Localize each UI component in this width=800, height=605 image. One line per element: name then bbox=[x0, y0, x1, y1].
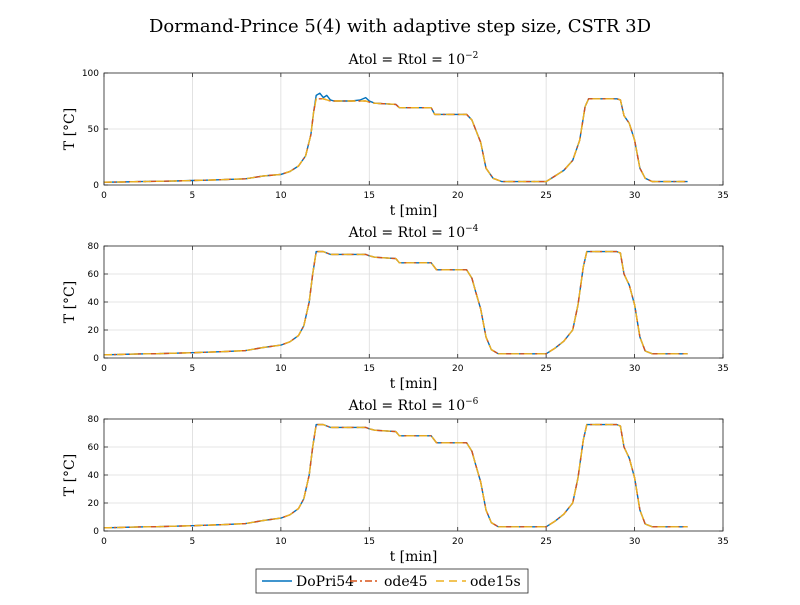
x-tick-label: 10 bbox=[275, 537, 287, 547]
y-tick-label: 50 bbox=[88, 125, 100, 135]
x-tick-label: 30 bbox=[629, 364, 641, 374]
y-tick-label: 60 bbox=[88, 443, 100, 453]
y-tick-label: 100 bbox=[82, 69, 99, 79]
x-tick-label: 15 bbox=[364, 191, 375, 201]
x-tick-label: 0 bbox=[101, 364, 107, 374]
x-tick-label: 15 bbox=[364, 364, 375, 374]
axes-box bbox=[103, 418, 724, 532]
x-tick-label: 35 bbox=[717, 537, 728, 547]
y-axis-label: T [°C] bbox=[62, 281, 78, 323]
x-tick-label: 25 bbox=[540, 537, 551, 547]
legend: DoPri54 ode45 ode15s bbox=[255, 568, 529, 594]
y-tick-label: 60 bbox=[88, 270, 100, 280]
y-axis-label: T [°C] bbox=[62, 454, 78, 496]
x-tick-label: 35 bbox=[717, 364, 728, 374]
x-tick-label: 20 bbox=[452, 191, 464, 201]
subplot-title-base: Atol = Rtol = 10 bbox=[348, 398, 466, 414]
series-line-ode15s bbox=[104, 423, 688, 529]
legend-label-ode45: ode45 bbox=[384, 574, 428, 590]
subplot-title-exponent: −4 bbox=[465, 224, 479, 234]
subplot-title-exponent: −6 bbox=[465, 397, 479, 407]
axes-box bbox=[103, 245, 724, 359]
x-axis-label: t [min] bbox=[390, 376, 438, 392]
x-tick-label: 10 bbox=[275, 364, 287, 374]
figure-title: Dormand-Prince 5(4) with adaptive step s… bbox=[149, 16, 651, 37]
x-tick-label: 35 bbox=[717, 191, 728, 201]
subplot-3: 0 5 10 15 20 25 30 35 0 20 40 60 80 Atol = Rtol = 10−… bbox=[62, 397, 729, 565]
legend-label-ode15s: ode15s bbox=[470, 574, 521, 590]
subplot-title-base: Atol = Rtol = 10 bbox=[348, 52, 466, 68]
x-tick-label: 20 bbox=[452, 537, 464, 547]
axes-box bbox=[103, 72, 724, 186]
subplot-title-base: Atol = Rtol = 10 bbox=[348, 225, 466, 241]
x-tick-label: 15 bbox=[364, 537, 375, 547]
y-tick-label: 80 bbox=[88, 242, 100, 252]
x-tick-label: 20 bbox=[452, 364, 464, 374]
x-tick-label: 5 bbox=[190, 191, 196, 201]
x-tick-label: 5 bbox=[190, 537, 196, 547]
y-tick-label: 20 bbox=[88, 499, 100, 509]
x-tick-label: 30 bbox=[629, 537, 641, 547]
x-axis-label: t [min] bbox=[390, 203, 438, 219]
subplot-title: Atol = Rtol = 10−2 bbox=[348, 51, 479, 68]
subplot-1: 0 5 10 15 20 25 30 35 0 50 100 Atol = Rtol = 10−2 t … bbox=[62, 51, 729, 219]
series-line-ode15s bbox=[104, 250, 688, 356]
y-tick-label: 40 bbox=[88, 298, 100, 308]
subplot-title-exponent: −2 bbox=[465, 51, 478, 61]
subplot-title: Atol = Rtol = 10−4 bbox=[348, 224, 479, 241]
series-line-ode15s bbox=[104, 98, 688, 183]
legend-box bbox=[255, 568, 529, 594]
x-tick-label: 30 bbox=[629, 191, 641, 201]
x-tick-label: 0 bbox=[101, 191, 107, 201]
legend-label-dopri54: DoPri54 bbox=[296, 574, 354, 590]
y-tick-label: 0 bbox=[93, 354, 99, 364]
x-tick-label: 5 bbox=[190, 364, 196, 374]
x-tick-label: 25 bbox=[540, 364, 551, 374]
y-tick-label: 0 bbox=[93, 181, 99, 191]
y-tick-label: 80 bbox=[88, 415, 100, 425]
subplot-2: 0 5 10 15 20 25 30 35 0 20 40 60 80 Atol = Rtol = 10−… bbox=[62, 224, 729, 392]
x-tick-label: 0 bbox=[101, 537, 107, 547]
y-tick-label: 20 bbox=[88, 326, 100, 336]
x-axis-label: t [min] bbox=[390, 549, 438, 565]
y-axis-label: T [°C] bbox=[62, 108, 78, 150]
y-tick-label: 0 bbox=[93, 527, 99, 537]
y-tick-label: 40 bbox=[88, 471, 100, 481]
x-tick-label: 10 bbox=[275, 191, 287, 201]
x-tick-label: 25 bbox=[540, 191, 551, 201]
subplot-title: Atol = Rtol = 10−6 bbox=[348, 397, 479, 414]
